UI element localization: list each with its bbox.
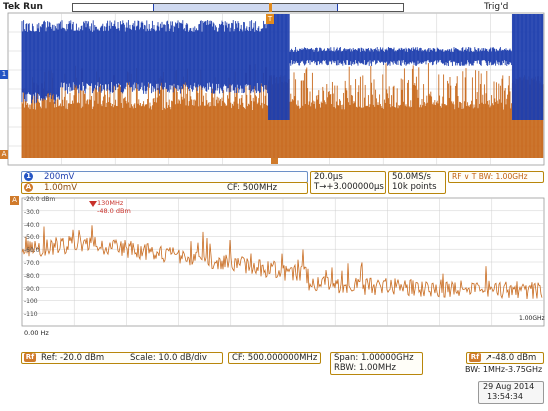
time-waveform-plot — [7, 12, 545, 166]
marker-triangle-icon — [89, 201, 97, 207]
reference-scale-readout[interactable]: Rf Ref: -20.0 dBm Scale: 10.0 dB/div — [21, 352, 223, 364]
y-axis-tick-label: -50.0 — [24, 234, 40, 242]
y-axis-tick-label: -70.0 — [24, 260, 40, 267]
rbw: RBW: 1.00MHz — [334, 363, 397, 373]
ch2-scale: 1.00mV — [44, 183, 78, 193]
trigger-status: Trig'd — [484, 2, 509, 12]
spectrum-channel-marker[interactable]: A — [10, 196, 19, 205]
center-frequency-readout[interactable]: CF: 500.000000MHz — [228, 352, 321, 364]
reference-level: Ref: -20.0 dBm — [41, 353, 105, 363]
rf-trigger-bandwidth: RF ∨ T BW: 1.00GHz — [452, 172, 528, 181]
acquisition-readout[interactable]: 50.0MS/s 10k points — [388, 171, 446, 194]
center-frequency: CF: 500.000000MHz — [232, 353, 318, 363]
y-axis-tick-label: -110 — [24, 311, 38, 319]
time: 13:54:34 — [487, 392, 523, 401]
record-view-window[interactable] — [153, 4, 338, 11]
ch1-ground-marker[interactable]: 1 — [0, 70, 8, 79]
spectrum-x-end: 1.00GHz — [519, 315, 545, 322]
y-axis-tick-label: -40.0 — [24, 221, 40, 229]
rf-bandwidth: BW: 1MHz-3.75GHz — [465, 365, 543, 374]
ch2-center-frequency: CF: 500MHz — [227, 183, 278, 193]
ch2-chip: A — [24, 183, 33, 192]
trigger-point-icon[interactable]: T — [266, 14, 274, 24]
ch1-chip: 1 — [24, 172, 33, 181]
horizontal-scale: 20.0µs — [314, 172, 343, 182]
trigger-position-mark — [269, 3, 272, 12]
span: Span: 1.00000GHz — [334, 353, 414, 363]
ch2-readout[interactable]: A 1.00mV CF: 500MHz — [21, 182, 308, 194]
rf-trigger-level: ↗-48.0 dBm — [485, 353, 537, 363]
ch1-scale: 200mV — [44, 172, 75, 182]
timebase-readout[interactable]: 20.0µs T→+3.000000µs — [310, 171, 386, 194]
trigger-position-marker[interactable] — [271, 158, 278, 164]
date-time-readout: 29 Aug 2014 13:54:34 — [478, 381, 544, 404]
ch2-ground-marker[interactable]: A — [0, 150, 8, 159]
vertical-scale: Scale: 10.0 dB/div — [130, 353, 207, 363]
record-length: 10k points — [392, 182, 437, 192]
spectrum-trace — [21, 225, 543, 300]
y-axis-tick-label: -100 — [24, 298, 38, 306]
y-axis-tick-label: -20.0 dBm — [24, 196, 56, 203]
sample-rate: 50.0MS/s — [392, 172, 431, 182]
y-axis-tick-label: -60.0 — [24, 247, 40, 255]
y-axis-tick-label: -80.0 — [24, 272, 40, 280]
rf-ref-badge: Rf — [24, 353, 36, 362]
rf-trigger-readout[interactable]: RF ∨ T BW: 1.00GHz — [448, 171, 544, 183]
horizontal-delay: T→+3.000000µs — [314, 182, 384, 192]
rf-trigger-level-readout[interactable]: Rf ↗-48.0 dBm — [466, 352, 544, 364]
record-overview-bar[interactable] — [72, 3, 404, 12]
spectrum-x-start: 0.00 Hz — [24, 329, 49, 337]
y-axis-tick-label: -90.0 — [24, 285, 40, 293]
rf-trigger-badge: Rf — [469, 353, 481, 362]
run-status: Tek Run — [3, 2, 43, 12]
y-axis-tick-label: -30.0 — [24, 208, 40, 216]
span-rbw-readout[interactable]: Span: 1.00000GHz RBW: 1.00MHz — [330, 352, 423, 375]
marker-level: -48.0 dBm — [97, 207, 131, 215]
marker-frequency: 130MHz — [97, 199, 124, 207]
date: 29 Aug 2014 — [483, 382, 535, 391]
